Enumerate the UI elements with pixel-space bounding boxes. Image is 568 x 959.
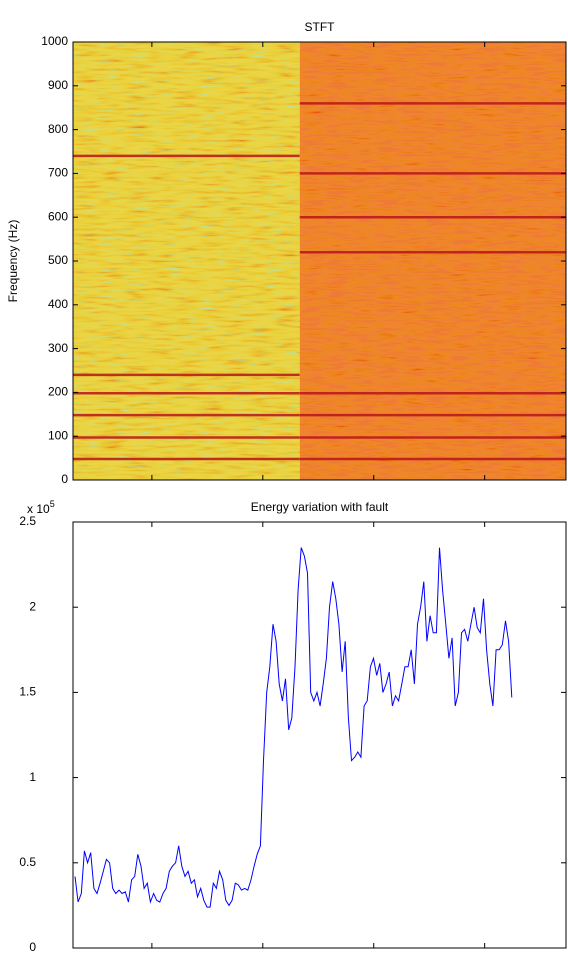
y-tick-label: 1 [29,770,36,784]
y-tick-label: 1.5 [19,685,36,699]
chart-title: STFT [305,20,336,34]
y-tick-label: 700 [48,166,68,180]
y-tick-label: 2 [29,599,36,613]
y-tick-label: 300 [48,341,68,355]
y-tick-label: 0 [29,940,36,954]
y-tick-label: 800 [48,122,68,136]
y-tick-label: 900 [48,78,68,92]
y-tick-label: 1000 [41,34,68,48]
axes-box [72,521,567,949]
y-tick-label: 100 [48,428,68,442]
y-scale-base: x 10 [27,502,50,516]
energy-line [74,547,513,908]
spectrogram-speckle [73,42,300,480]
chart-title: Energy variation with fault [251,500,389,514]
y-scale-label: x 105 [27,499,55,516]
y-tick-label: 400 [48,297,68,311]
spectrogram-texture [299,42,566,480]
y-tick-label: 600 [48,209,68,223]
y-tick-label: 2.5 [19,514,36,528]
y-tick-label: 500 [48,253,68,267]
y-tick-label: 0 [61,472,68,486]
y-axis-label: Frequency (Hz) [6,220,20,303]
y-tick-label: 200 [48,385,68,399]
y-scale-exponent: 5 [50,499,55,509]
y-tick-label: 0.5 [19,855,36,869]
